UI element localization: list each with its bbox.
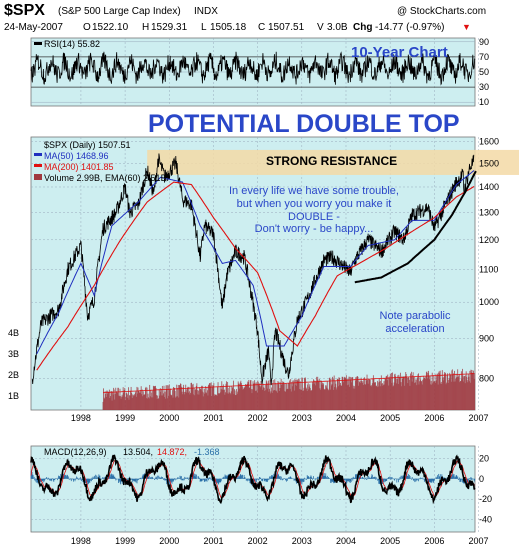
legend-ma50: MA(50) 1468.96 <box>44 151 109 161</box>
volume-tick-label: 2B <box>8 370 19 380</box>
macd-legend-hist: -1.368 <box>194 447 220 457</box>
parabolic-curve <box>354 170 477 284</box>
resistance-label: STRONG RESISTANCE <box>266 154 397 168</box>
price-tick-label: 900 <box>479 333 494 343</box>
ohlc-open: 1522.10 <box>92 22 129 33</box>
x-tick-label-macd: 2004 <box>336 536 356 546</box>
rsi-legend: RSI(14) 55.82 <box>44 39 100 49</box>
rsi-tick-label: 50 <box>479 67 489 77</box>
legend-price: $SPX (Daily) 1507.51 <box>44 140 131 150</box>
x-tick-label-price: 2004 <box>336 413 356 423</box>
quote-line-1: In every life we have some trouble, <box>229 185 399 197</box>
legend-ma200-swatch <box>34 164 42 167</box>
price-tick-label: 1200 <box>479 235 499 245</box>
x-tick-label-price: 1999 <box>115 413 135 423</box>
volume-tick-label: 1B <box>8 391 19 401</box>
ohlc-open-label: O <box>83 22 91 33</box>
price-tick-label: 1600 <box>479 136 499 146</box>
ma200-line <box>36 181 475 371</box>
legend-volume-swatch <box>34 174 42 180</box>
price-line <box>31 153 475 386</box>
volume-tick-label: 4B <box>8 328 19 338</box>
price-tick-label: 1500 <box>479 158 499 168</box>
volume-ema-line <box>102 373 475 394</box>
x-tick-label-macd: 2006 <box>424 536 444 546</box>
x-tick-label-macd: 1998 <box>71 536 91 546</box>
macd-tick-label: 20 <box>479 453 489 463</box>
macd-legend-value: 13.504, <box>123 447 153 457</box>
rsi-tick-label: 10 <box>479 97 489 107</box>
ohlc-low-label: L <box>201 22 207 33</box>
change-value: -14.77 (-0.97%) <box>375 22 445 33</box>
rsi-line <box>30 51 476 86</box>
watermark: @ StockCharts.com <box>397 6 487 17</box>
macd-legend-signal: 14.872, <box>157 447 187 457</box>
x-tick-label-macd: 2003 <box>292 536 312 546</box>
x-tick-label-price: 2002 <box>248 413 268 423</box>
ohlc-close: 1507.51 <box>268 22 305 33</box>
x-tick-label-macd: 1999 <box>115 536 135 546</box>
change-label: Chg <box>353 22 373 33</box>
x-tick-label-price: 2005 <box>380 413 400 423</box>
note-line-2: acceleration <box>385 323 444 335</box>
x-tick-label-price: 2007 <box>469 413 489 423</box>
exchange: INDX <box>194 6 218 17</box>
rsi-swatch <box>34 42 42 45</box>
legend-ma200: MA(200) 1401.85 <box>44 162 114 172</box>
x-tick-label-macd: 2000 <box>159 536 179 546</box>
price-tick-label: 1100 <box>479 265 498 275</box>
volume-tick-label: 3B <box>8 349 19 359</box>
legend-volume: Volume 2.99B, EMA(60) 2.51B <box>44 173 167 183</box>
quote-line-2: but when you worry you make it <box>237 198 392 210</box>
price-tick-label: 800 <box>479 374 494 384</box>
date: 24-May-2007 <box>4 22 63 33</box>
ma50-line <box>36 170 475 355</box>
x-tick-label-price: 2006 <box>424 413 444 423</box>
macd-tick-label: -40 <box>479 515 492 525</box>
legend-ma50-swatch <box>34 153 42 156</box>
ohlc-close-label: C <box>258 22 266 33</box>
x-tick-label-price: 2001 <box>203 413 223 423</box>
price-tick-label: 1300 <box>479 207 499 217</box>
price-tick-label: 1400 <box>479 182 499 192</box>
x-tick-label-macd: 2005 <box>380 536 400 546</box>
ohlc-volume: 3.0B <box>327 22 348 33</box>
x-tick-label-macd: 2002 <box>248 536 268 546</box>
symbol: $SPX <box>4 2 45 19</box>
ohlc-low: 1505.18 <box>210 22 247 33</box>
macd-legend-label: MACD(12,26,9) <box>44 447 107 457</box>
ohlc-high-label: H <box>142 22 150 33</box>
x-tick-label-macd: 2001 <box>203 536 223 546</box>
x-tick-label-macd: 2007 <box>469 536 489 546</box>
index-name: (S&P 500 Large Cap Index) <box>58 6 181 17</box>
note-line-1: Note parabolic <box>380 310 451 322</box>
price-tick-label: 1000 <box>479 297 499 307</box>
price-panel <box>30 136 476 411</box>
macd-tick-label: 0 <box>479 474 484 484</box>
quote-line-4: Don't worry - be happy... <box>255 223 374 235</box>
x-tick-label-price: 2000 <box>159 413 179 423</box>
ohlc-high: 1529.31 <box>151 22 188 33</box>
volume-bars <box>102 368 476 410</box>
rsi-tick-label: 30 <box>479 82 489 92</box>
x-tick-label-price: 1998 <box>71 413 91 423</box>
resistance-band <box>147 149 519 175</box>
rsi-chart-label: 10-Year Chart <box>351 44 448 61</box>
rsi-tick-label: 70 <box>479 52 489 62</box>
change-down-icon: ▼ <box>462 22 471 32</box>
macd-tick-label: -20 <box>479 494 492 504</box>
rsi-tick-label: 90 <box>479 37 489 47</box>
x-tick-label-price: 2003 <box>292 413 312 423</box>
macd-line <box>30 454 476 505</box>
headline: POTENTIAL DOUBLE TOP <box>148 110 460 138</box>
quote-line-3: DOUBLE - <box>288 211 340 223</box>
ohlc-volume-label: V <box>317 22 324 33</box>
